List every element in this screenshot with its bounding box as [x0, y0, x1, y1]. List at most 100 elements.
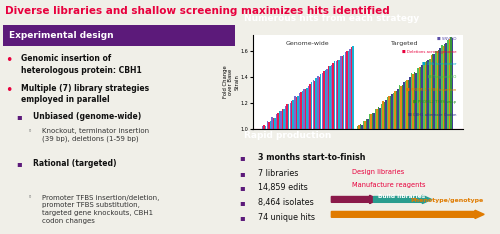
Text: Design libraries: Design libraries [352, 169, 405, 175]
FancyArrow shape [332, 210, 484, 219]
Bar [352, 47, 354, 234]
Bar [411, 73, 412, 234]
Bar [384, 102, 385, 234]
Bar [430, 55, 432, 234]
Bar [393, 93, 394, 234]
Bar [420, 67, 422, 234]
Text: ▪: ▪ [239, 198, 245, 207]
Text: ■ 39b terminator: ■ 39b terminator [422, 62, 456, 66]
Bar [348, 51, 349, 234]
Bar [264, 125, 265, 234]
Bar [408, 80, 410, 234]
Text: Manufacture reagents: Manufacture reagents [352, 182, 426, 188]
Bar [278, 111, 280, 234]
Bar [388, 96, 390, 234]
Text: ■ CBH1 alternate Codon: ■ CBH1 alternate Codon [408, 113, 456, 117]
Bar [442, 46, 444, 234]
Bar [358, 125, 360, 234]
Bar [357, 126, 358, 234]
Text: ▪: ▪ [16, 159, 22, 168]
Text: 3 months start-to-finish: 3 months start-to-finish [258, 153, 365, 162]
Text: Phenotype/genotype: Phenotype/genotype [410, 198, 484, 203]
Bar [318, 77, 320, 234]
Bar [450, 37, 452, 234]
Bar [317, 76, 318, 234]
Bar [440, 48, 441, 234]
Bar [320, 74, 322, 234]
Text: ▪: ▪ [239, 169, 245, 178]
Bar [418, 67, 420, 234]
Bar [300, 92, 302, 234]
Bar [308, 86, 310, 234]
Text: ■ PROML2 TFBS swap: ■ PROML2 TFBS swap [413, 100, 456, 104]
Bar [340, 56, 342, 234]
Text: Promoter TFBS insertion/deletion,
promoter TFBS substitution,
targeted gene knoc: Promoter TFBS insertion/deletion, promot… [42, 194, 160, 224]
Text: ■ Deletions across genome: ■ Deletions across genome [402, 50, 456, 54]
Bar [402, 85, 404, 234]
Bar [444, 44, 446, 234]
Bar [265, 126, 266, 234]
Bar [370, 114, 372, 234]
Bar [360, 124, 361, 234]
Bar [429, 59, 430, 234]
Bar [262, 126, 264, 234]
Bar [373, 113, 374, 234]
Bar [323, 71, 324, 234]
Bar [361, 125, 362, 234]
Bar [346, 51, 348, 234]
Bar [366, 119, 367, 234]
Bar [378, 107, 379, 234]
Bar [332, 63, 334, 234]
Text: 7 libraries: 7 libraries [258, 169, 298, 178]
Text: Numerous hits from each strategy: Numerous hits from each strategy [244, 14, 420, 23]
Text: Unbiased (genome-wide): Unbiased (genome-wide) [32, 112, 141, 121]
Text: Targeted: Targeted [390, 41, 418, 46]
Bar [396, 91, 398, 234]
Bar [304, 89, 305, 234]
Text: ▪: ▪ [239, 183, 245, 192]
Bar [434, 54, 435, 234]
Bar [394, 91, 396, 234]
Bar [400, 86, 402, 234]
Bar [448, 39, 450, 234]
Bar [406, 80, 408, 234]
Text: •: • [5, 84, 12, 97]
Bar [311, 82, 312, 234]
Bar [372, 113, 373, 234]
Text: 14,859 edits: 14,859 edits [258, 183, 308, 192]
Text: Diverse libraries and shallow screening maximizes hits identified: Diverse libraries and shallow screening … [5, 6, 390, 16]
Bar [324, 70, 326, 234]
Text: ■ Targeted KO: ■ Targeted KO [428, 75, 456, 79]
FancyArrow shape [332, 195, 379, 204]
Bar [329, 66, 330, 234]
Bar [328, 66, 329, 234]
Bar [268, 122, 270, 234]
Bar [385, 100, 386, 234]
Bar [314, 81, 316, 234]
Bar [414, 72, 416, 234]
Text: •: • [5, 54, 12, 67]
Bar [290, 103, 291, 234]
Bar [297, 96, 298, 234]
Bar [391, 94, 392, 234]
Text: Multiple (7) library strategies
employed in parallel: Multiple (7) library strategies employed… [21, 84, 149, 104]
Text: Experimental design: Experimental design [10, 31, 114, 40]
Bar [280, 111, 282, 234]
Bar [296, 96, 297, 234]
Text: ▪: ▪ [16, 112, 22, 121]
Bar [387, 97, 388, 234]
Bar [276, 113, 278, 234]
Bar [270, 121, 271, 234]
Text: 74 unique hits: 74 unique hits [258, 213, 314, 222]
Bar [441, 45, 442, 234]
Bar [375, 109, 376, 234]
Bar [344, 52, 346, 234]
Bar [399, 85, 400, 234]
Bar [285, 106, 286, 234]
Bar [410, 77, 411, 234]
Bar [272, 118, 274, 234]
Bar [376, 109, 378, 234]
Bar [274, 118, 276, 234]
Bar [422, 65, 423, 234]
Bar [288, 104, 290, 234]
